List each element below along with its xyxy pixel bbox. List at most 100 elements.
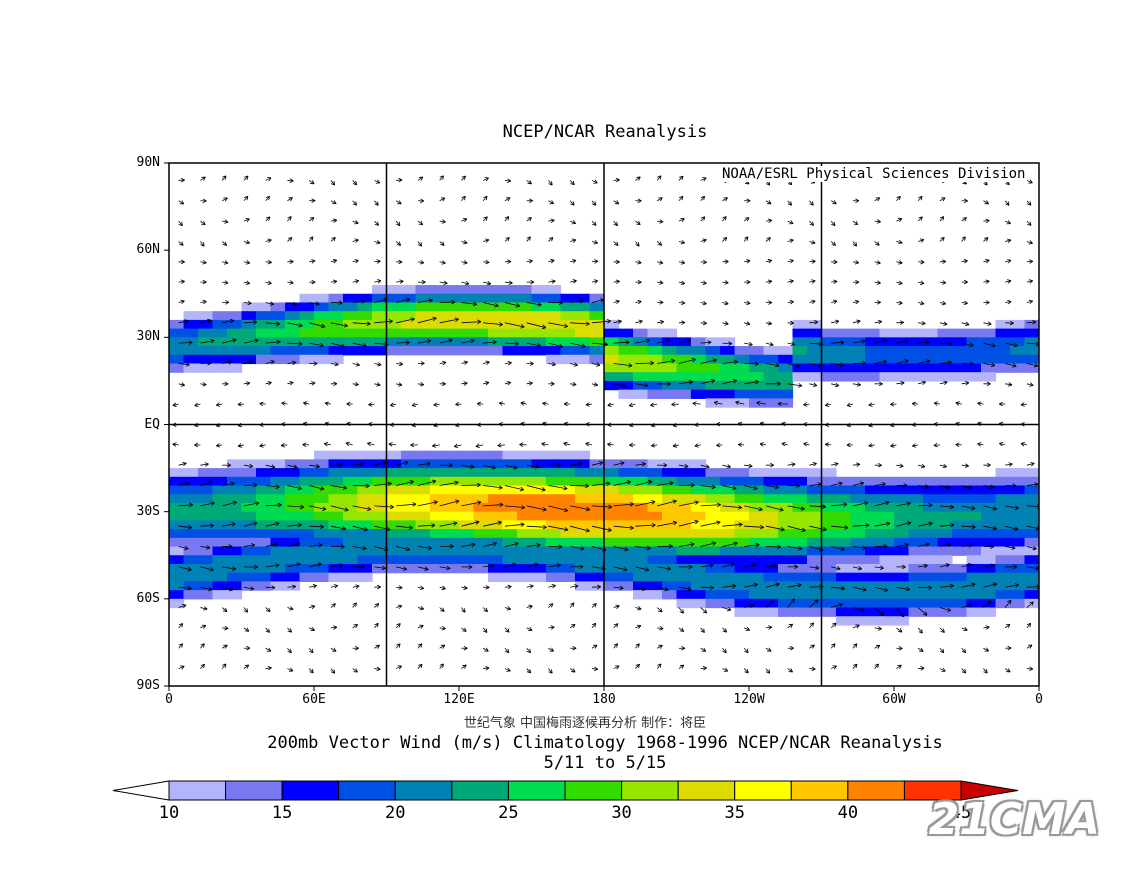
- wind-vector-arrow: [787, 462, 796, 467]
- shading-cell: [1024, 319, 1039, 330]
- wind-vector-arrow: [309, 584, 317, 589]
- shading-cell: [517, 302, 533, 312]
- shading-cell: [691, 459, 707, 469]
- shading-cell: [517, 459, 533, 469]
- wind-vector-arrow: [352, 645, 359, 651]
- shading-cell: [879, 363, 895, 373]
- shading-cell: [792, 563, 808, 574]
- wind-vector-arrow: [461, 217, 468, 223]
- shading-cell: [430, 546, 446, 556]
- wind-vector-arrow: [743, 668, 749, 674]
- shading-cell: [343, 563, 359, 574]
- shading-cell: [618, 459, 634, 469]
- shading-cell: [430, 494, 446, 504]
- wind-vector-arrow: [722, 321, 729, 326]
- wind-vector-arrow: [548, 668, 553, 674]
- wind-vector-arrow: [961, 321, 970, 327]
- wind-vector-arrow: [352, 299, 366, 304]
- wind-vector-arrow: [591, 179, 598, 184]
- shading-cell: [227, 328, 243, 338]
- shading-cell: [227, 502, 243, 513]
- shading-cell: [647, 372, 663, 382]
- wind-vector-arrow: [526, 322, 547, 330]
- shading-cell: [778, 511, 794, 521]
- shading-cell: [473, 537, 489, 548]
- wind-vector-arrow: [635, 299, 642, 305]
- shading-cell: [995, 511, 1011, 521]
- shading-cell: [676, 511, 692, 521]
- shading-cell: [879, 590, 895, 600]
- shading-cell: [241, 581, 257, 591]
- wind-vector-arrow: [287, 178, 294, 183]
- wind-vector-arrow: [482, 195, 488, 202]
- shading-cell: [1024, 485, 1039, 495]
- shading-cell: [865, 537, 881, 548]
- wind-vector-arrow: [787, 220, 794, 225]
- shading-cell: [270, 346, 286, 356]
- wind-vector-arrow: [504, 541, 519, 547]
- shading-cell: [328, 468, 344, 478]
- shading-cell: [850, 328, 866, 338]
- wind-vector-arrow: [461, 239, 468, 245]
- shading-cell: [459, 485, 475, 495]
- wind-vector-arrow: [998, 401, 1006, 407]
- wind-vector-arrow: [200, 545, 211, 550]
- shading-cell: [502, 563, 518, 574]
- wind-vector-arrow: [222, 544, 233, 549]
- shading-cell: [734, 494, 750, 504]
- wind-vector-arrow: [200, 606, 208, 611]
- shading-cell: [314, 319, 330, 330]
- shading-cell: [1024, 502, 1039, 513]
- shading-cell: [502, 572, 518, 582]
- shading-cell: [575, 293, 591, 304]
- shading-cell: [183, 511, 199, 521]
- shading-cell: [372, 468, 388, 478]
- shading-cell: [908, 529, 924, 539]
- caption-line-1: 200mb Vector Wind (m/s) Climatology 1968…: [267, 733, 943, 753]
- shading-cell: [778, 494, 794, 504]
- wind-vector-arrow: [563, 401, 571, 407]
- shading-cell: [778, 485, 794, 495]
- wind-vector-arrow: [983, 563, 995, 568]
- shading-cell: [792, 468, 808, 478]
- shading-cell: [459, 563, 475, 574]
- shading-cell: [531, 450, 547, 460]
- wind-vector-arrow: [309, 381, 316, 386]
- shading-cell: [357, 485, 373, 495]
- wind-vector-arrow: [417, 566, 429, 571]
- wind-vector-arrow: [744, 321, 751, 326]
- shading-cell: [879, 520, 895, 530]
- wind-vector-arrow: [504, 485, 525, 492]
- shading-cell: [212, 563, 228, 574]
- wind-vector-arrow: [961, 236, 966, 242]
- shading-cell: [401, 563, 417, 574]
- shading-cell: [183, 537, 199, 548]
- shading-cell: [430, 328, 446, 338]
- wind-vector-arrow: [678, 482, 695, 488]
- wind-vector-arrow: [439, 175, 444, 181]
- shading-cell: [778, 520, 794, 530]
- wind-vector-arrow: [200, 501, 215, 507]
- shading-cell: [937, 346, 953, 356]
- shading-cell: [256, 476, 272, 487]
- shading-cell: [937, 529, 953, 539]
- wind-vector-arrow: [526, 505, 547, 512]
- wind-vector-arrow: [200, 624, 207, 629]
- shading-cell: [792, 590, 808, 600]
- wind-vector-arrow: [700, 216, 706, 222]
- shading-cell: [1024, 572, 1039, 582]
- wind-vector-arrow: [483, 302, 499, 308]
- shading-cell: [850, 485, 866, 495]
- shading-cell: [618, 346, 634, 356]
- wind-vector-arrow: [591, 666, 599, 672]
- shading-cell: [473, 476, 489, 487]
- wind-vector-arrow: [461, 360, 468, 365]
- wind-vector-arrow: [657, 300, 664, 305]
- wind-vector-arrow: [216, 443, 223, 448]
- wind-vector-arrow: [939, 280, 947, 285]
- wind-vector-arrow: [287, 301, 297, 307]
- wind-vector-arrow: [396, 361, 404, 367]
- wind-vector-arrow: [396, 585, 403, 590]
- wind-vector-arrow: [744, 279, 751, 285]
- shading-cell: [778, 555, 794, 565]
